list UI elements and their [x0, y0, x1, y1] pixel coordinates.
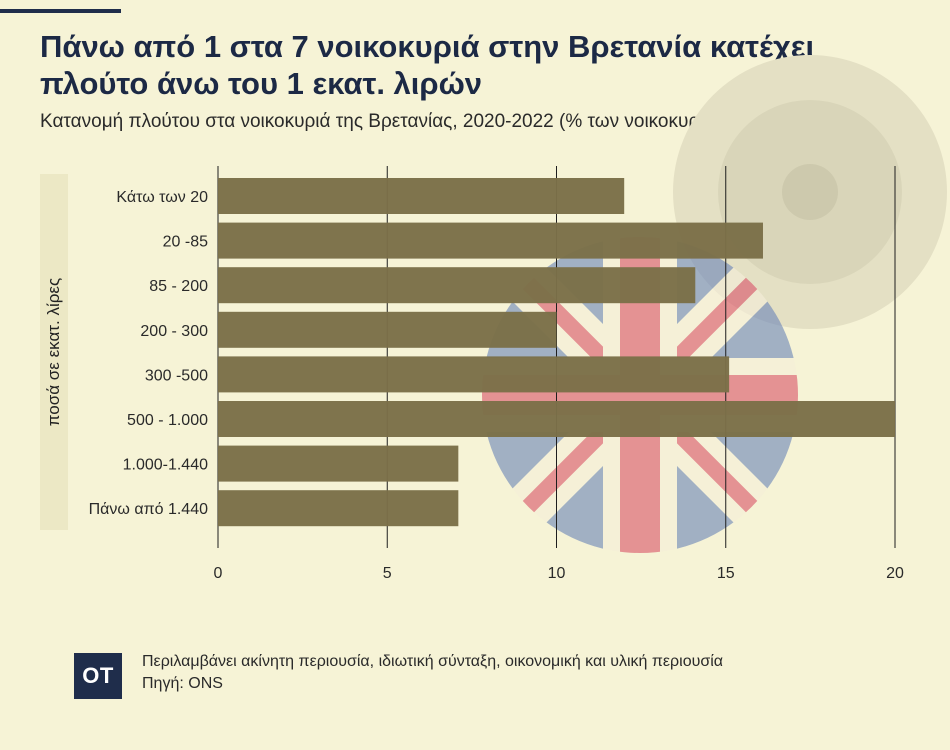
- source-text: Πηγή: ONS: [142, 675, 223, 692]
- category-label: Πάνω από 1.440: [89, 501, 209, 518]
- bar: [218, 267, 696, 304]
- x-tick-label: 0: [214, 565, 223, 582]
- ot-logo: OT: [74, 653, 122, 699]
- footnote-text: Περιλαμβάνει ακίνητη περιουσία, ιδιωτική…: [142, 653, 724, 670]
- category-label: 200 - 300: [140, 323, 208, 340]
- y-axis-label-band: [40, 174, 68, 530]
- category-label: 300 -500: [145, 367, 208, 384]
- x-tick-label: 20: [886, 565, 904, 582]
- top-accent-line: [0, 9, 121, 13]
- category-label: 85 - 200: [149, 278, 208, 295]
- bar: [218, 311, 557, 348]
- bar: [218, 490, 459, 527]
- bar: [218, 222, 763, 259]
- category-label: 1.000-1.440: [123, 457, 209, 474]
- footnote: Περιλαμβάνει ακίνητη περιουσία, ιδιωτική…: [142, 651, 723, 695]
- x-tick-label: 15: [717, 565, 735, 582]
- bar: [218, 178, 625, 214]
- category-label: 20 -85: [163, 234, 208, 251]
- decor-circle-inner: [782, 164, 838, 220]
- bar: [218, 401, 895, 437]
- chart-subtitle: Κατανομή πλούτου στα νοικοκυριά της Βρετ…: [40, 111, 735, 132]
- x-tick-label: 10: [548, 565, 566, 582]
- bar: [218, 445, 459, 482]
- category-label: 500 - 1.000: [127, 412, 208, 429]
- chart-title: Πάνω από 1 στα 7 νοικοκυριά στην Βρετανί…: [40, 29, 815, 101]
- x-tick-label: 5: [383, 565, 392, 582]
- bar: [218, 356, 730, 393]
- category-label: Κάτω των 20: [116, 189, 208, 206]
